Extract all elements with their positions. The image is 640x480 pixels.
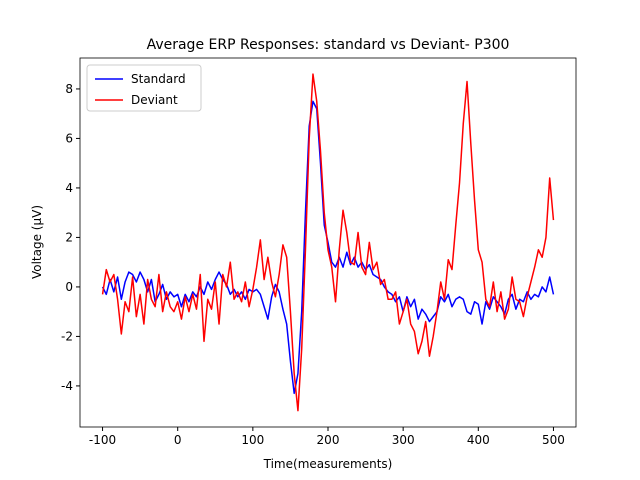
y-tick-label: -4	[61, 379, 73, 393]
chart-title: Average ERP Responses: standard vs Devia…	[147, 37, 510, 53]
x-tick-label: 200	[317, 433, 340, 447]
x-tick-label: 500	[542, 433, 565, 447]
x-axis-label: Time(measurements)	[263, 457, 393, 471]
y-tick-label: 0	[65, 280, 73, 294]
plot-frame	[79, 57, 577, 428]
y-tick-label: 2	[65, 230, 73, 244]
y-tick-label: -2	[61, 329, 73, 343]
x-tick-label: -100	[89, 433, 116, 447]
data-line	[101, 73, 555, 412]
y-tick-label: 6	[65, 131, 73, 145]
x-tick-label: 0	[174, 433, 182, 447]
x-tick-label: 100	[241, 433, 264, 447]
legend-label: Deviant	[131, 93, 178, 107]
y-tick-label: 4	[65, 181, 73, 195]
y-axis-label: Voltage (µV)	[30, 205, 44, 279]
legend-label: Standard	[131, 72, 186, 86]
x-tick-label: 300	[392, 433, 415, 447]
x-tick-label: 400	[467, 433, 490, 447]
y-tick-label: 8	[65, 82, 73, 96]
